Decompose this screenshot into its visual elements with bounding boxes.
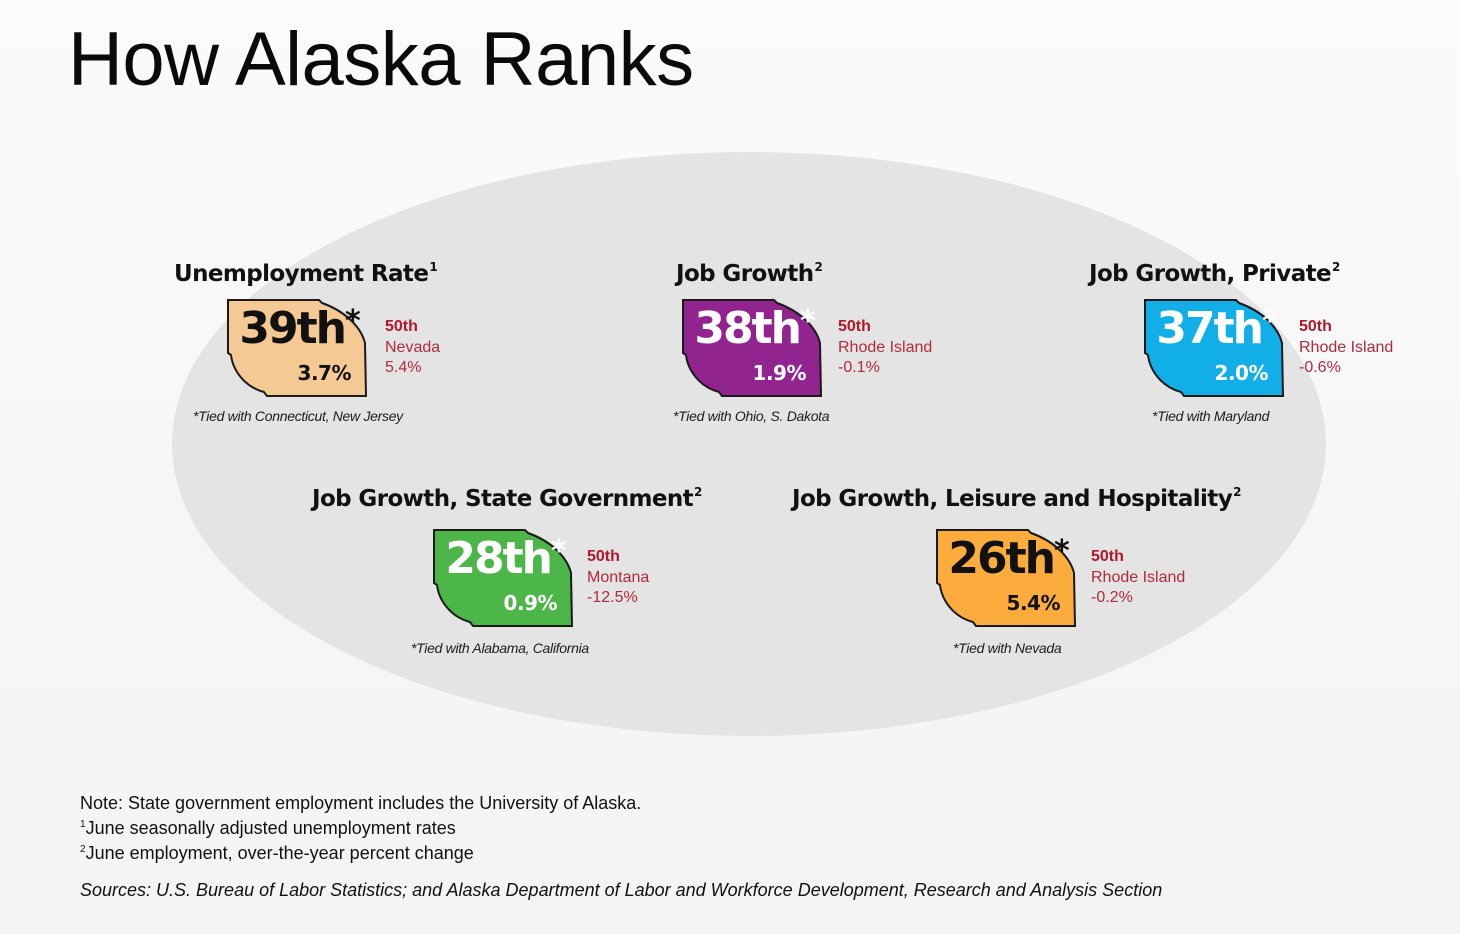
rank-badge: 37th* 2.0%: [1144, 299, 1284, 397]
rank-badge: 39th* 3.7%: [227, 299, 367, 397]
alaska-shape-icon: [1144, 299, 1284, 397]
tie-note: *Tied with Nevada: [953, 640, 1062, 656]
footnotes: Note: State government employment includ…: [80, 792, 641, 864]
rank-value: 39th*: [239, 303, 361, 354]
tie-note: *Tied with Ohio, S. Dakota: [673, 408, 830, 424]
tie-note: *Tied with Connecticut, New Jersey: [193, 408, 403, 424]
footnote-2: 2June employment, over-the-year percent …: [80, 843, 474, 863]
rank-badge: 28th* 0.9%: [433, 529, 573, 627]
tie-note: *Tied with Alabama, California: [411, 640, 589, 656]
rank-value: 26th*: [948, 533, 1070, 584]
alaska-value: 5.4%: [1006, 591, 1061, 615]
alaska-value: 0.9%: [503, 591, 558, 615]
footnote-1: 1June seasonally adjusted unemployment r…: [80, 818, 456, 838]
alaska-shape-icon: [227, 299, 367, 397]
rank-badge: 26th* 5.4%: [936, 529, 1076, 627]
last-place: 50th Rhode Island -0.2%: [1091, 548, 1186, 606]
panel-title: Job Growth, State Government2: [312, 485, 702, 512]
rank-badge: 38th* 1.9%: [682, 299, 822, 397]
tie-note: *Tied with Maryland: [1152, 408, 1270, 424]
note-text: Note: State government employment includ…: [80, 793, 642, 813]
alaska-value: 3.7%: [297, 361, 352, 385]
last-place: 50th Rhode Island -0.6%: [1299, 318, 1394, 376]
alaska-shape-icon: [682, 299, 822, 397]
last-place: 50th Nevada 5.4%: [385, 318, 441, 376]
alaska-shape-icon: [433, 529, 573, 627]
rank-value: 37th*: [1156, 303, 1278, 354]
panel-title: Unemployment Rate1: [174, 260, 438, 287]
background-ellipse: [172, 152, 1326, 736]
alaska-shape-icon: [936, 529, 1076, 627]
panel-title: Job Growth, Leisure and Hospitality2: [792, 485, 1241, 512]
sources-text: Sources: U.S. Bureau of Labor Statistics…: [80, 880, 1163, 900]
alaska-value: 2.0%: [1214, 361, 1269, 385]
last-place: 50th Rhode Island -0.1%: [838, 318, 933, 376]
panel-title: Job Growth2: [676, 260, 823, 287]
rank-value: 28th*: [445, 533, 567, 584]
alaska-value: 1.9%: [752, 361, 807, 385]
page-title: How Alaska Ranks: [68, 17, 694, 102]
rank-value: 38th*: [694, 303, 816, 354]
last-place: 50th Montana -12.5%: [587, 548, 650, 606]
panel-title: Job Growth, Private2: [1089, 260, 1340, 287]
